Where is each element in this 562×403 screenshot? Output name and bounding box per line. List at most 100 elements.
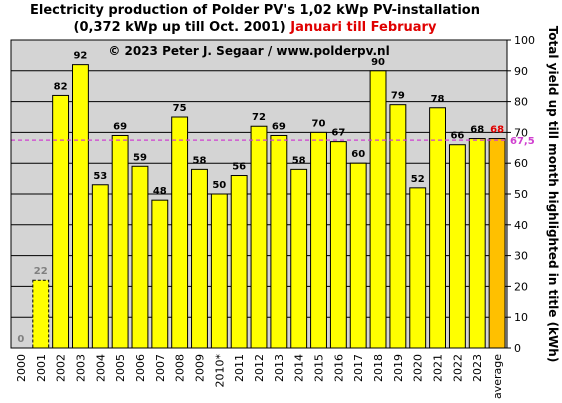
data-label: 52 — [411, 174, 425, 185]
data-label: 70 — [312, 118, 326, 129]
y-tick-label: 60 — [514, 157, 528, 170]
bar-2003 — [72, 64, 89, 349]
reference-line-label: 67,5 — [510, 136, 535, 147]
y-tick-label: 10 — [514, 311, 528, 324]
data-label: 0 — [17, 334, 24, 345]
y-tick-label: 50 — [514, 188, 528, 201]
x-tick-label: 2023 — [471, 354, 484, 382]
x-tick-labels: 2000 2001 2002 2003 2004 2005 2006 2007 2008 2009… — [15, 354, 504, 400]
chart-title: Electricity production of Polder PV's 1,… — [0, 2, 510, 36]
x-tick-label: 2004 — [94, 354, 107, 382]
reference-line-group: 67,5 — [11, 136, 535, 147]
x-tick-label: 2014 — [293, 354, 306, 382]
data-label: 56 — [232, 162, 246, 173]
x-tick-label: 2018 — [372, 354, 385, 382]
data-label: 92 — [73, 51, 87, 62]
x-tick-label: 2021 — [432, 354, 445, 382]
bar-2015 — [310, 131, 327, 349]
data-label: 67 — [331, 128, 345, 139]
x-tick-label: 2007 — [154, 354, 167, 382]
data-label: 50 — [212, 180, 226, 191]
y-tick-label: 0 — [514, 342, 521, 355]
bar-2012 — [250, 125, 268, 349]
x-tick-label: 2012 — [253, 354, 266, 382]
bar-2022 — [448, 144, 466, 349]
y-tick-labels: 0 10 20 30 40 50 60 70 80 90 100 — [507, 34, 535, 355]
bar-2009 — [191, 168, 208, 349]
bar-2007 — [151, 199, 169, 349]
data-label: 68 — [470, 125, 484, 136]
bar-2001 — [32, 279, 50, 349]
data-label: 82 — [54, 81, 68, 92]
y-axis-label: Total yield up till month highlighted in… — [546, 26, 560, 363]
x-tick-label: 2020 — [412, 354, 425, 382]
data-label: 69 — [272, 121, 286, 132]
bar-2019 — [389, 104, 407, 349]
x-tick-label: 2006 — [134, 354, 147, 382]
x-tick-label: 2022 — [451, 354, 464, 382]
title-period: Januari till February — [290, 20, 437, 35]
x-tick-label: 2011 — [233, 354, 246, 382]
title-installation-note: (0,372 kWp up till Oct. 2001) — [73, 20, 286, 35]
data-label: 58 — [292, 155, 306, 166]
data-label: 66 — [450, 131, 464, 142]
data-label: 69 — [113, 121, 127, 132]
x-tick-label: 2013 — [273, 354, 286, 382]
bar-2006 — [131, 165, 149, 349]
bar-2016 — [329, 141, 347, 349]
bar-2002 — [52, 94, 70, 349]
bar-2020 — [409, 187, 427, 349]
y-tick-label: 70 — [514, 126, 528, 139]
plot-frame — [10, 39, 508, 349]
x-tick-label: 2005 — [114, 354, 127, 382]
data-label: 58 — [193, 155, 207, 166]
x-tick-label: 2000 — [15, 354, 28, 382]
bar-2005 — [111, 134, 129, 349]
y-tick-label: 90 — [514, 65, 528, 78]
bar-2014 — [290, 168, 308, 349]
bar-2023 — [468, 138, 486, 349]
data-label: 53 — [93, 171, 107, 182]
data-label: 60 — [351, 149, 365, 160]
data-label: 72 — [252, 112, 266, 123]
y-tick-label: 40 — [514, 219, 528, 232]
x-tick-label: 2019 — [392, 354, 405, 382]
bar-2010 — [210, 193, 228, 349]
bar-2013 — [270, 134, 288, 349]
y-tick-label: 100 — [514, 34, 535, 47]
bar-2008 — [171, 116, 189, 349]
data-label: 68 — [490, 125, 504, 136]
data-label: 78 — [431, 94, 445, 105]
x-tick-label: 2009 — [193, 354, 206, 382]
title-line-2: (0,372 kWp up till Oct. 2001) Januari ti… — [0, 19, 510, 36]
y-tick-label: 80 — [514, 96, 528, 109]
bar-2017 — [349, 162, 367, 349]
x-tick-label: 2015 — [313, 354, 326, 382]
x-tick-label: 2003 — [74, 354, 87, 382]
copyright-text: © 2023 Peter J. Segaar / www.polderpv.nl — [108, 44, 389, 58]
bar-2021 — [429, 107, 446, 349]
x-tick-label: 2010* — [213, 354, 226, 388]
data-label: 22 — [34, 266, 48, 277]
data-label: 75 — [173, 103, 187, 114]
x-tick-label: 2001 — [35, 354, 48, 382]
data-labels: 0 22 82 92 53 69 59 48 75 58 50 56 72 69 58 70 67 60 90 79 5… — [17, 51, 504, 345]
y-tick-label: 30 — [514, 250, 528, 263]
x-tick-label: 2017 — [352, 354, 365, 382]
y-tick-label: 20 — [514, 280, 528, 293]
data-label: 90 — [371, 57, 385, 68]
x-tick-label: average — [491, 354, 504, 399]
x-tick-label: 2002 — [55, 354, 68, 382]
x-tick-label: 2016 — [332, 354, 345, 382]
bar-2018 — [369, 70, 387, 349]
bar-average — [488, 138, 506, 349]
data-label: 79 — [391, 91, 405, 102]
bar-2004 — [91, 184, 109, 349]
x-tick-label: 2008 — [174, 354, 187, 382]
data-label: 59 — [133, 152, 147, 163]
title-line-1: Electricity production of Polder PV's 1,… — [30, 3, 480, 18]
bar-2011 — [230, 175, 248, 349]
bars — [32, 64, 506, 349]
data-label: 48 — [153, 186, 167, 197]
